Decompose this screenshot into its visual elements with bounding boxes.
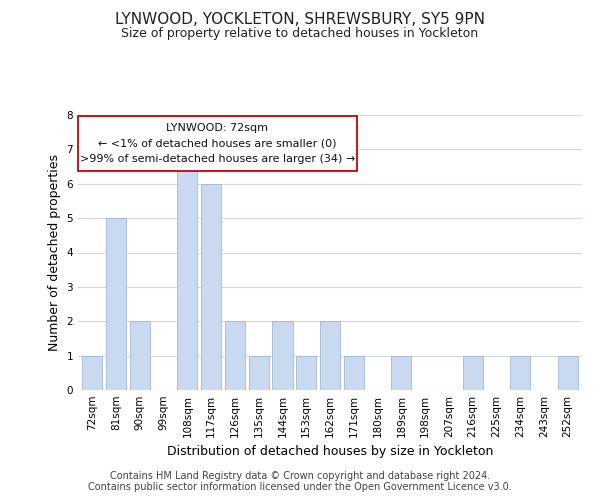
Text: Size of property relative to detached houses in Yockleton: Size of property relative to detached ho… [121, 28, 479, 40]
X-axis label: Distribution of detached houses by size in Yockleton: Distribution of detached houses by size … [167, 446, 493, 458]
Text: Contains public sector information licensed under the Open Government Licence v3: Contains public sector information licen… [88, 482, 512, 492]
Bar [510, 356, 530, 390]
Text: LYNWOOD, YOCKLETON, SHREWSBURY, SY5 9PN: LYNWOOD, YOCKLETON, SHREWSBURY, SY5 9PN [115, 12, 485, 28]
Bar [248, 356, 269, 390]
Bar [320, 322, 340, 390]
Bar [225, 322, 245, 390]
Bar [557, 356, 578, 390]
Text: LYNWOOD: 72sqm
← <1% of detached houses are smaller (0)
>99% of semi-detached ho: LYNWOOD: 72sqm ← <1% of detached houses … [80, 123, 355, 164]
Bar [272, 322, 293, 390]
Bar [391, 356, 412, 390]
Bar [463, 356, 483, 390]
Text: Contains HM Land Registry data © Crown copyright and database right 2024.: Contains HM Land Registry data © Crown c… [110, 471, 490, 481]
Bar [296, 356, 316, 390]
Bar [82, 356, 103, 390]
Bar [201, 184, 221, 390]
Y-axis label: Number of detached properties: Number of detached properties [48, 154, 61, 351]
Bar [344, 356, 364, 390]
Bar [106, 218, 126, 390]
Bar [177, 150, 197, 390]
Bar [130, 322, 150, 390]
